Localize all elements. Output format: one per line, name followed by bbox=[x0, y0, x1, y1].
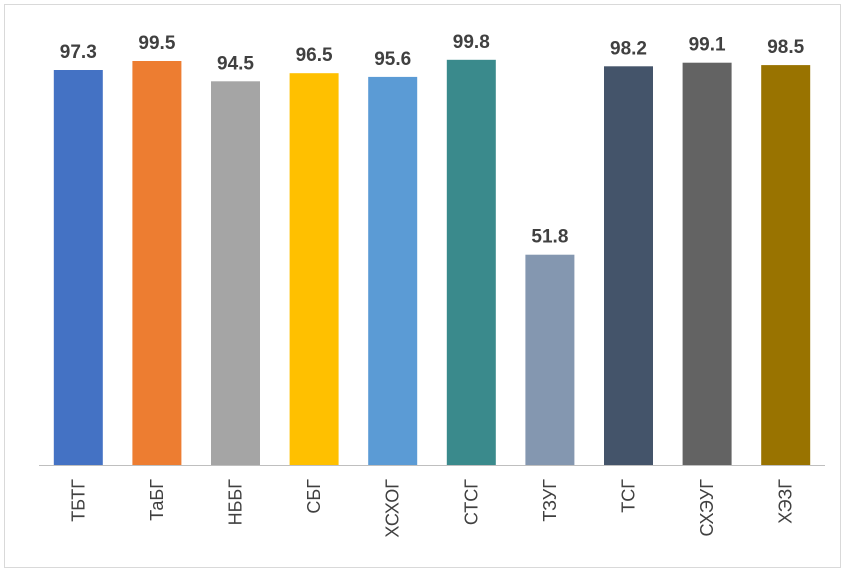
value-label-СБГ: 96.5 bbox=[296, 45, 333, 66]
value-label-ТаБГ: 99.5 bbox=[138, 33, 175, 54]
value-label-ХЭЗГ: 98.5 bbox=[767, 37, 804, 58]
category-label-ТСГ: ТСГ bbox=[619, 479, 639, 513]
bar-ТБТГ bbox=[53, 70, 103, 465]
bar-СХЭУГ bbox=[682, 62, 732, 465]
bar-ТСГ bbox=[604, 66, 653, 466]
bar-ТЗУГ bbox=[525, 254, 575, 465]
category-label-ТБТГ: ТБТГ bbox=[68, 479, 88, 522]
value-label-СХЭУГ: 99.1 bbox=[689, 35, 726, 56]
category-label-ХСХОГ: ХСХОГ bbox=[383, 479, 403, 538]
category-label-СТСГ: СТСГ bbox=[461, 479, 481, 525]
category-label-ТЗУГ: ТЗУГ bbox=[540, 479, 560, 522]
value-label-ХСХОГ: 95.6 bbox=[374, 49, 411, 70]
bar-ХЭЗГ bbox=[761, 65, 811, 465]
value-label-ТСГ: 98.2 bbox=[610, 38, 647, 59]
value-label-СТСГ: 99.8 bbox=[453, 32, 490, 53]
bar-СТСГ bbox=[446, 59, 496, 466]
category-label-СБГ: СБГ bbox=[304, 479, 324, 514]
bar-ХСХОГ bbox=[368, 76, 418, 466]
bars-group bbox=[53, 59, 811, 466]
value-label-ТБТГ: 97.3 bbox=[60, 42, 97, 63]
bar-ТаБГ bbox=[132, 61, 182, 465]
category-labels-group: ТБТГ ТаБГ НББГ СБГ ХСХОГ СТСГ ТЗУГ ТСГ СХЭУГ ХЭЗГ bbox=[68, 479, 795, 538]
value-label-НББГ: 94.5 bbox=[217, 53, 254, 74]
bar-НББГ bbox=[211, 81, 260, 466]
bar-СБГ bbox=[289, 73, 339, 465]
category-label-ТаБГ: ТаБГ bbox=[147, 479, 167, 521]
category-label-ХЭЗГ: ХЭЗГ bbox=[776, 479, 796, 524]
category-label-СХЭУГ: СХЭУГ bbox=[697, 479, 717, 537]
value-label-ТЗУГ: 51.8 bbox=[531, 227, 568, 248]
category-label-НББГ: НББГ bbox=[226, 479, 246, 526]
value-labels-group: 97.3 99.5 94.5 96.5 95.6 99.8 51.8 98.2 99.1 98.5 bbox=[60, 32, 805, 248]
